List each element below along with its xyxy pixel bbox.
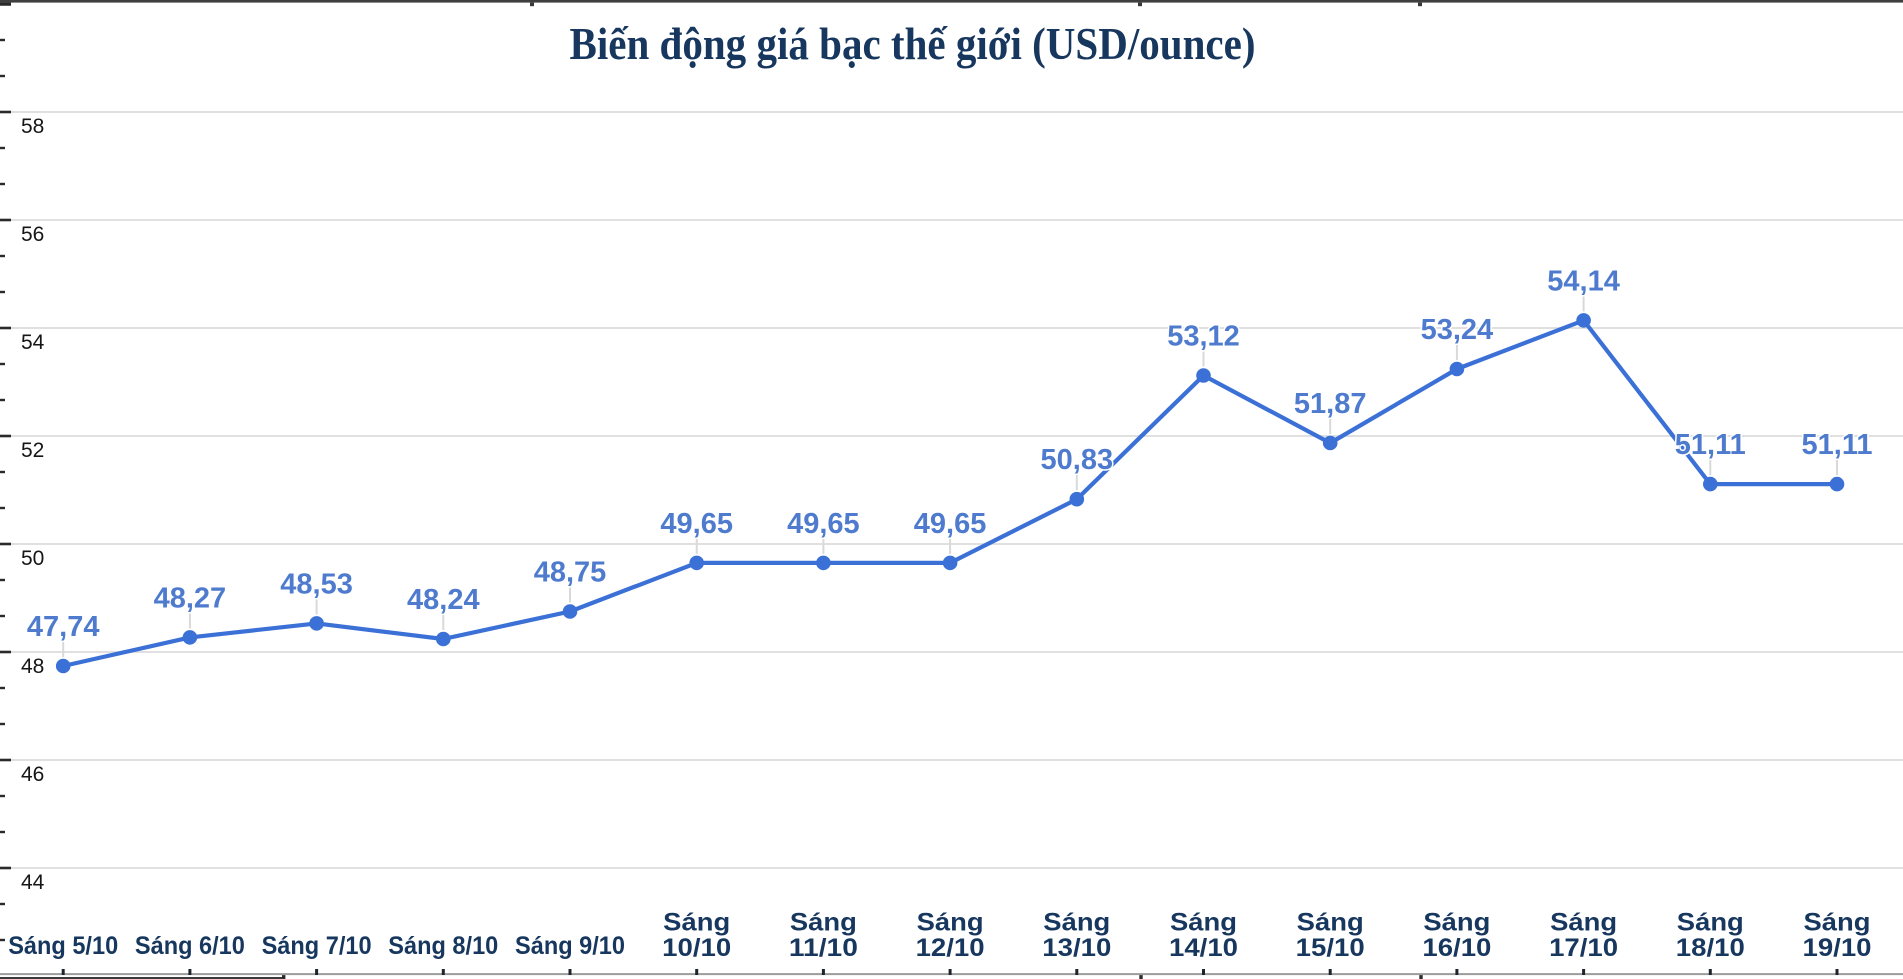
svg-text:Sáng: Sáng bbox=[663, 909, 730, 937]
svg-text:49,65: 49,65 bbox=[914, 508, 987, 540]
svg-text:14/10: 14/10 bbox=[1169, 934, 1238, 962]
svg-text:16/10: 16/10 bbox=[1422, 934, 1491, 962]
svg-text:Sáng: Sáng bbox=[1677, 909, 1744, 937]
svg-text:17/10: 17/10 bbox=[1549, 934, 1618, 962]
svg-text:48,75: 48,75 bbox=[534, 557, 607, 589]
svg-text:Sáng: Sáng bbox=[1804, 909, 1871, 937]
svg-text:Sáng: Sáng bbox=[917, 909, 984, 937]
svg-text:54,14: 54,14 bbox=[1547, 265, 1620, 297]
svg-text:51,87: 51,87 bbox=[1294, 388, 1367, 420]
svg-text:58: 58 bbox=[21, 115, 44, 138]
svg-text:48,53: 48,53 bbox=[280, 568, 353, 600]
svg-text:Sáng: Sáng bbox=[790, 909, 857, 937]
svg-text:51,11: 51,11 bbox=[1802, 429, 1873, 461]
svg-text:49,65: 49,65 bbox=[787, 508, 860, 540]
svg-text:46: 46 bbox=[21, 763, 44, 786]
svg-text:Sáng 5/10: Sáng 5/10 bbox=[8, 932, 118, 960]
svg-text:54: 54 bbox=[21, 331, 45, 354]
svg-text:15/10: 15/10 bbox=[1296, 934, 1365, 962]
svg-text:52: 52 bbox=[21, 439, 44, 462]
svg-text:44: 44 bbox=[21, 871, 45, 894]
svg-text:18/10: 18/10 bbox=[1676, 934, 1745, 962]
svg-text:49,65: 49,65 bbox=[660, 508, 733, 540]
svg-text:Sáng: Sáng bbox=[1043, 909, 1110, 937]
svg-text:48,24: 48,24 bbox=[407, 584, 480, 616]
svg-text:Sáng 9/10: Sáng 9/10 bbox=[515, 932, 625, 960]
svg-text:19/10: 19/10 bbox=[1803, 934, 1872, 962]
svg-text:48,27: 48,27 bbox=[154, 582, 227, 614]
svg-text:47,74: 47,74 bbox=[27, 611, 100, 643]
svg-text:Sáng: Sáng bbox=[1297, 909, 1364, 937]
svg-text:53,12: 53,12 bbox=[1167, 321, 1240, 353]
svg-text:Sáng: Sáng bbox=[1170, 909, 1237, 937]
svg-text:Sáng 6/10: Sáng 6/10 bbox=[135, 932, 245, 960]
svg-text:48: 48 bbox=[21, 655, 44, 678]
svg-text:13/10: 13/10 bbox=[1042, 934, 1111, 962]
svg-text:53,24: 53,24 bbox=[1421, 314, 1494, 346]
svg-text:Sáng: Sáng bbox=[1550, 909, 1617, 937]
svg-text:Biến động giá bạc thế giới (US: Biến động giá bạc thế giới (USD/ounce) bbox=[570, 19, 1256, 69]
svg-text:Sáng: Sáng bbox=[1423, 909, 1490, 937]
svg-text:Sáng 8/10: Sáng 8/10 bbox=[388, 932, 498, 960]
svg-text:Sáng 7/10: Sáng 7/10 bbox=[262, 932, 372, 960]
svg-text:11/10: 11/10 bbox=[789, 934, 858, 962]
svg-text:51,11: 51,11 bbox=[1675, 429, 1746, 461]
svg-text:50,83: 50,83 bbox=[1041, 444, 1114, 476]
svg-text:56: 56 bbox=[21, 223, 44, 246]
svg-text:10/10: 10/10 bbox=[662, 934, 731, 962]
svg-text:12/10: 12/10 bbox=[916, 934, 985, 962]
svg-text:50: 50 bbox=[21, 547, 44, 570]
